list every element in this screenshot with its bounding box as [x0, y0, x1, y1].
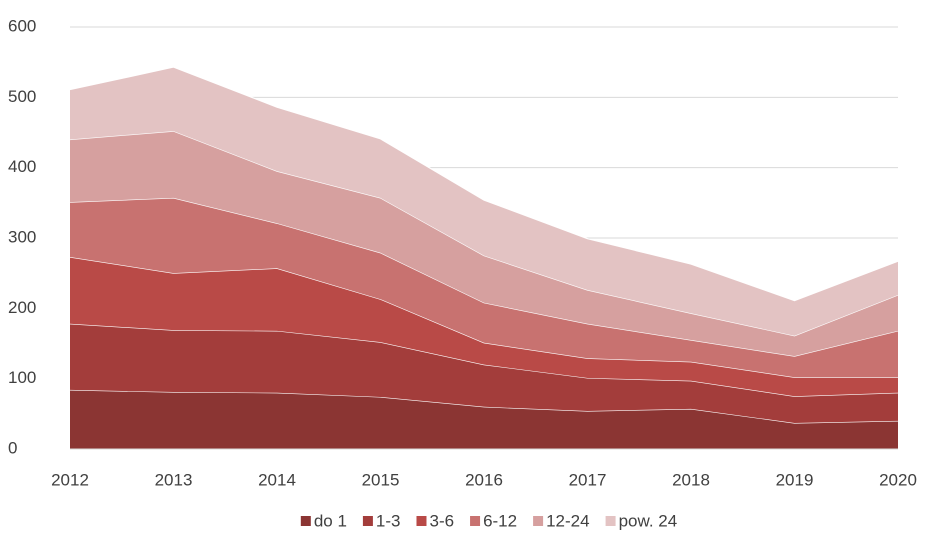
x-tick-label: 2016	[465, 470, 503, 489]
legend-swatch	[605, 516, 616, 526]
legend-label: pow. 24	[619, 511, 678, 530]
area	[70, 389, 898, 449]
legend-label: 6-12	[483, 511, 517, 530]
area	[70, 131, 898, 357]
y-tick-label: 200	[8, 298, 36, 317]
x-tick-label: 2017	[569, 470, 607, 489]
y-tick-label: 600	[8, 16, 36, 35]
x-tick-label: 2014	[258, 470, 296, 489]
area	[70, 256, 898, 397]
area	[70, 323, 898, 423]
y-tick-label: 0	[8, 438, 17, 457]
legend-label: 1-3	[376, 511, 401, 530]
legend-swatch	[416, 516, 427, 526]
area	[70, 67, 898, 336]
area	[70, 197, 898, 378]
x-tick-label: 2015	[362, 470, 400, 489]
legend-label: 3-6	[429, 511, 454, 530]
legend-label: 12-24	[546, 511, 589, 530]
legend-swatch	[470, 516, 481, 526]
legend-swatch	[362, 516, 373, 526]
y-tick-label: 100	[8, 368, 36, 387]
legend-label: do 1	[314, 511, 347, 530]
x-tick-label: 2018	[672, 470, 710, 489]
x-tick-label: 2012	[51, 470, 89, 489]
legend: do 1 1-3 3-6 6-12 12-24 pow. 24	[300, 511, 678, 530]
x-tick-label: 2013	[155, 470, 193, 489]
x-tick-label: 2019	[776, 470, 814, 489]
y-tick-label: 500	[8, 87, 36, 106]
legend-swatch	[300, 516, 311, 526]
area-edge	[69, 66, 899, 302]
legend-swatch	[533, 516, 544, 526]
x-tick-label: 2020	[879, 470, 917, 489]
y-tick-label: 400	[8, 157, 36, 176]
y-tick-label: 300	[8, 227, 36, 246]
area-edge	[69, 256, 898, 378]
